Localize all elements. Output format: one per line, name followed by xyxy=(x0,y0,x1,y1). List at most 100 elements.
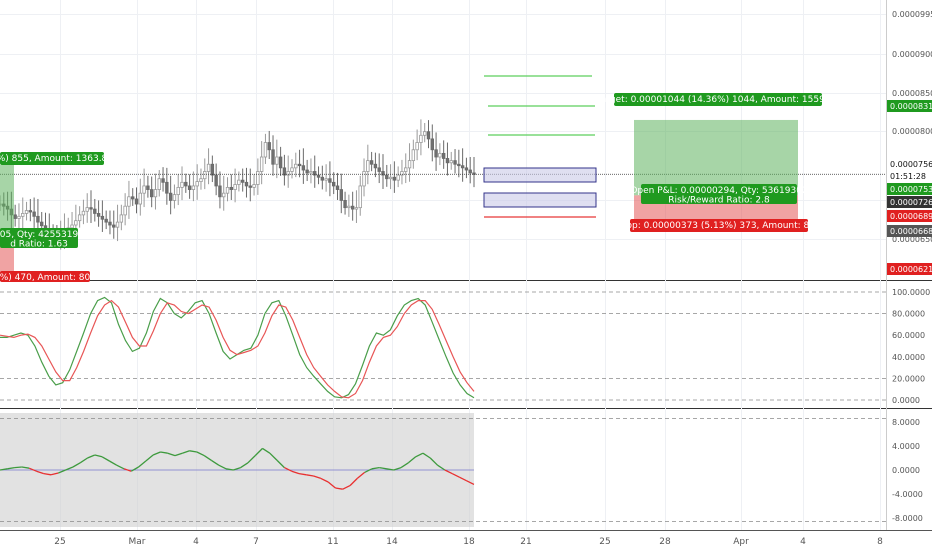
candle-body xyxy=(407,160,412,169)
time-tick-label: 11 xyxy=(327,537,338,547)
candle-body xyxy=(161,178,165,183)
projection-box[interactable] xyxy=(483,192,597,208)
left-stop-label-bg xyxy=(0,271,90,282)
left-profit-zone[interactable] xyxy=(0,165,14,235)
open-pnl-label-bg xyxy=(641,184,797,204)
candle-body xyxy=(290,167,294,172)
candle-body xyxy=(404,167,408,172)
osc-segment xyxy=(254,447,263,457)
candle-body xyxy=(237,179,241,185)
target-price-tag-text: 0.00008312 xyxy=(890,102,932,111)
osc-tick-label: 4.0000 xyxy=(892,442,920,451)
candle-body xyxy=(191,185,196,190)
candle-body xyxy=(419,134,423,143)
osc-segment xyxy=(386,468,394,471)
countdown-tag: 01:51:28 xyxy=(887,170,932,182)
osc-segment xyxy=(437,464,446,471)
osc-segment xyxy=(247,455,256,464)
low-price-tag: 0.00006684 xyxy=(887,225,932,237)
osc-tick-label: -8.0000 xyxy=(892,514,923,523)
profit-zone[interactable] xyxy=(634,119,798,196)
osc-segment xyxy=(7,466,15,470)
osc-segment xyxy=(269,452,278,461)
left-stop-label[interactable]: 3%) 470, Amount: 800 xyxy=(0,271,96,283)
position-tools[interactable]: Target: 0.00001044 (14.36%) 1044, Amount… xyxy=(0,75,840,283)
candle-body xyxy=(457,163,461,167)
candle-body xyxy=(415,142,419,151)
candle-body xyxy=(165,181,169,194)
time-tick-label: 14 xyxy=(386,537,398,547)
candle-body xyxy=(430,138,434,151)
candle-body xyxy=(17,215,21,219)
osc-segment xyxy=(79,457,88,464)
candle-body xyxy=(385,174,389,180)
osc-tick-label: 8.0000 xyxy=(892,418,920,427)
target-label-bg xyxy=(614,93,822,106)
candle-body xyxy=(149,189,154,198)
target-label-text: Target: 0.00001044 (14.36%) 1044, Amount… xyxy=(596,95,840,105)
candle-body xyxy=(70,224,74,229)
open-pnl-label[interactable]: Open P&L: 0.00000294, Qty: 53619302Risk/… xyxy=(630,184,808,206)
stop-label[interactable]: Stop: 0.00000373 (5.13%) 373, Amount: 80… xyxy=(617,219,821,232)
candle-body xyxy=(40,221,44,227)
osc-segment xyxy=(94,454,103,458)
osc-segment xyxy=(349,477,358,487)
candle-body xyxy=(240,179,245,183)
candle-body xyxy=(203,171,207,180)
price-axis[interactable]: 0.00009950 0.00009000 0.00008500 0.00008000… xyxy=(887,10,932,523)
stop-price-tag-text: 0.00006895 xyxy=(890,212,932,221)
stoch-tick-label: 20.0000 xyxy=(892,374,925,383)
osc-segment xyxy=(298,472,307,476)
time-tick-label: Apr xyxy=(733,537,749,547)
candle-body xyxy=(441,152,446,159)
osc-segment xyxy=(196,451,205,457)
osc-segment xyxy=(0,468,8,471)
candle-body xyxy=(153,189,158,198)
candle-body xyxy=(453,160,457,165)
stoch-tick-label: 100.0000 xyxy=(892,288,930,297)
candle-body xyxy=(244,181,249,187)
candle-body xyxy=(434,149,438,158)
stoch-tick-label: 40.0000 xyxy=(892,353,925,362)
candle-body xyxy=(460,165,465,169)
candle-body xyxy=(381,171,385,176)
time-tick-label: 18 xyxy=(463,537,475,547)
candle-body xyxy=(267,142,271,151)
osc-segment xyxy=(87,454,96,459)
time-tick-label: 28 xyxy=(659,537,671,547)
open-pnl-label-text: Open P&L: 0.00000294, Qty: 53619302 xyxy=(630,186,807,196)
candle-body xyxy=(77,214,82,222)
candle-body xyxy=(225,186,230,194)
osc-segment xyxy=(189,450,197,453)
candle-body xyxy=(362,171,366,187)
time-axis[interactable]: 25 Mar 4 7 11 14 18 21 25 28 Apr 4 8 xyxy=(54,537,883,547)
price-tick-label: 0.00008500 xyxy=(892,89,932,98)
left-qty-label-text: d Ratio: 1.63 xyxy=(10,240,68,250)
candle-body xyxy=(134,198,139,205)
entry-price-tag-text: 0.00007539 xyxy=(890,185,932,194)
candle-body xyxy=(184,181,188,187)
osc-segment xyxy=(211,459,220,466)
projection-box[interactable] xyxy=(483,167,597,183)
stoch-tick-label: 0.0000 xyxy=(892,396,920,405)
osc-segment xyxy=(203,455,212,461)
candle-body xyxy=(248,185,252,188)
time-tick-label: 25 xyxy=(599,537,610,547)
candle-body xyxy=(331,181,336,187)
osc-segment xyxy=(320,477,329,483)
target-label[interactable]: Target: 0.00001044 (14.36%) 1044, Amount… xyxy=(596,93,840,106)
time-tick-label: 4 xyxy=(800,537,806,547)
osc-segment xyxy=(393,466,402,471)
candle-body xyxy=(24,210,29,214)
stoch-tick-label: 60.0000 xyxy=(892,331,925,340)
osc-tick-label: 0.0000 xyxy=(892,466,920,475)
candle-body xyxy=(233,184,237,190)
osc-segment xyxy=(116,464,125,470)
osc-segment xyxy=(379,466,387,470)
osc-segment xyxy=(160,451,168,454)
left-target-label[interactable]: 9%) 855, Amount: 1363.83 xyxy=(0,152,113,165)
candle-body xyxy=(347,205,351,209)
candle-body xyxy=(32,211,36,217)
